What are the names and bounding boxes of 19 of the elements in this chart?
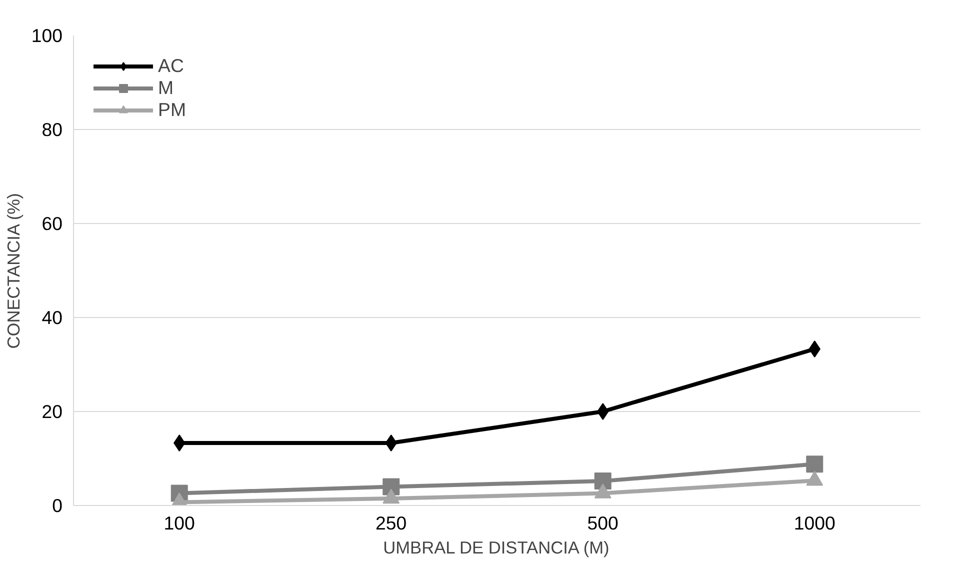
legend-label: AC [158,55,184,77]
point [806,456,824,473]
legend-label: M [158,77,175,99]
x-tick-label: 250 [376,512,407,534]
legend-label: PM [158,99,186,121]
y-axis-title: CONECTANCIA (%) [3,193,24,349]
point [382,478,400,496]
y-tick-label: 20 [42,401,63,422]
y-tick-label: 40 [42,307,63,328]
x-tick-label: 500 [587,512,618,534]
x-axis-title: UMBRAL DE DISTANCIA (M) [383,538,610,558]
y-tick-label: 100 [31,25,63,46]
y-tick-label: 0 [52,495,63,516]
y-tick-label: 80 [42,119,63,140]
x-tick-label: 100 [164,512,195,534]
x-tick-label: 1000 [794,512,836,534]
point [597,403,609,420]
point [594,472,612,490]
y-tick-label: 60 [42,213,63,234]
